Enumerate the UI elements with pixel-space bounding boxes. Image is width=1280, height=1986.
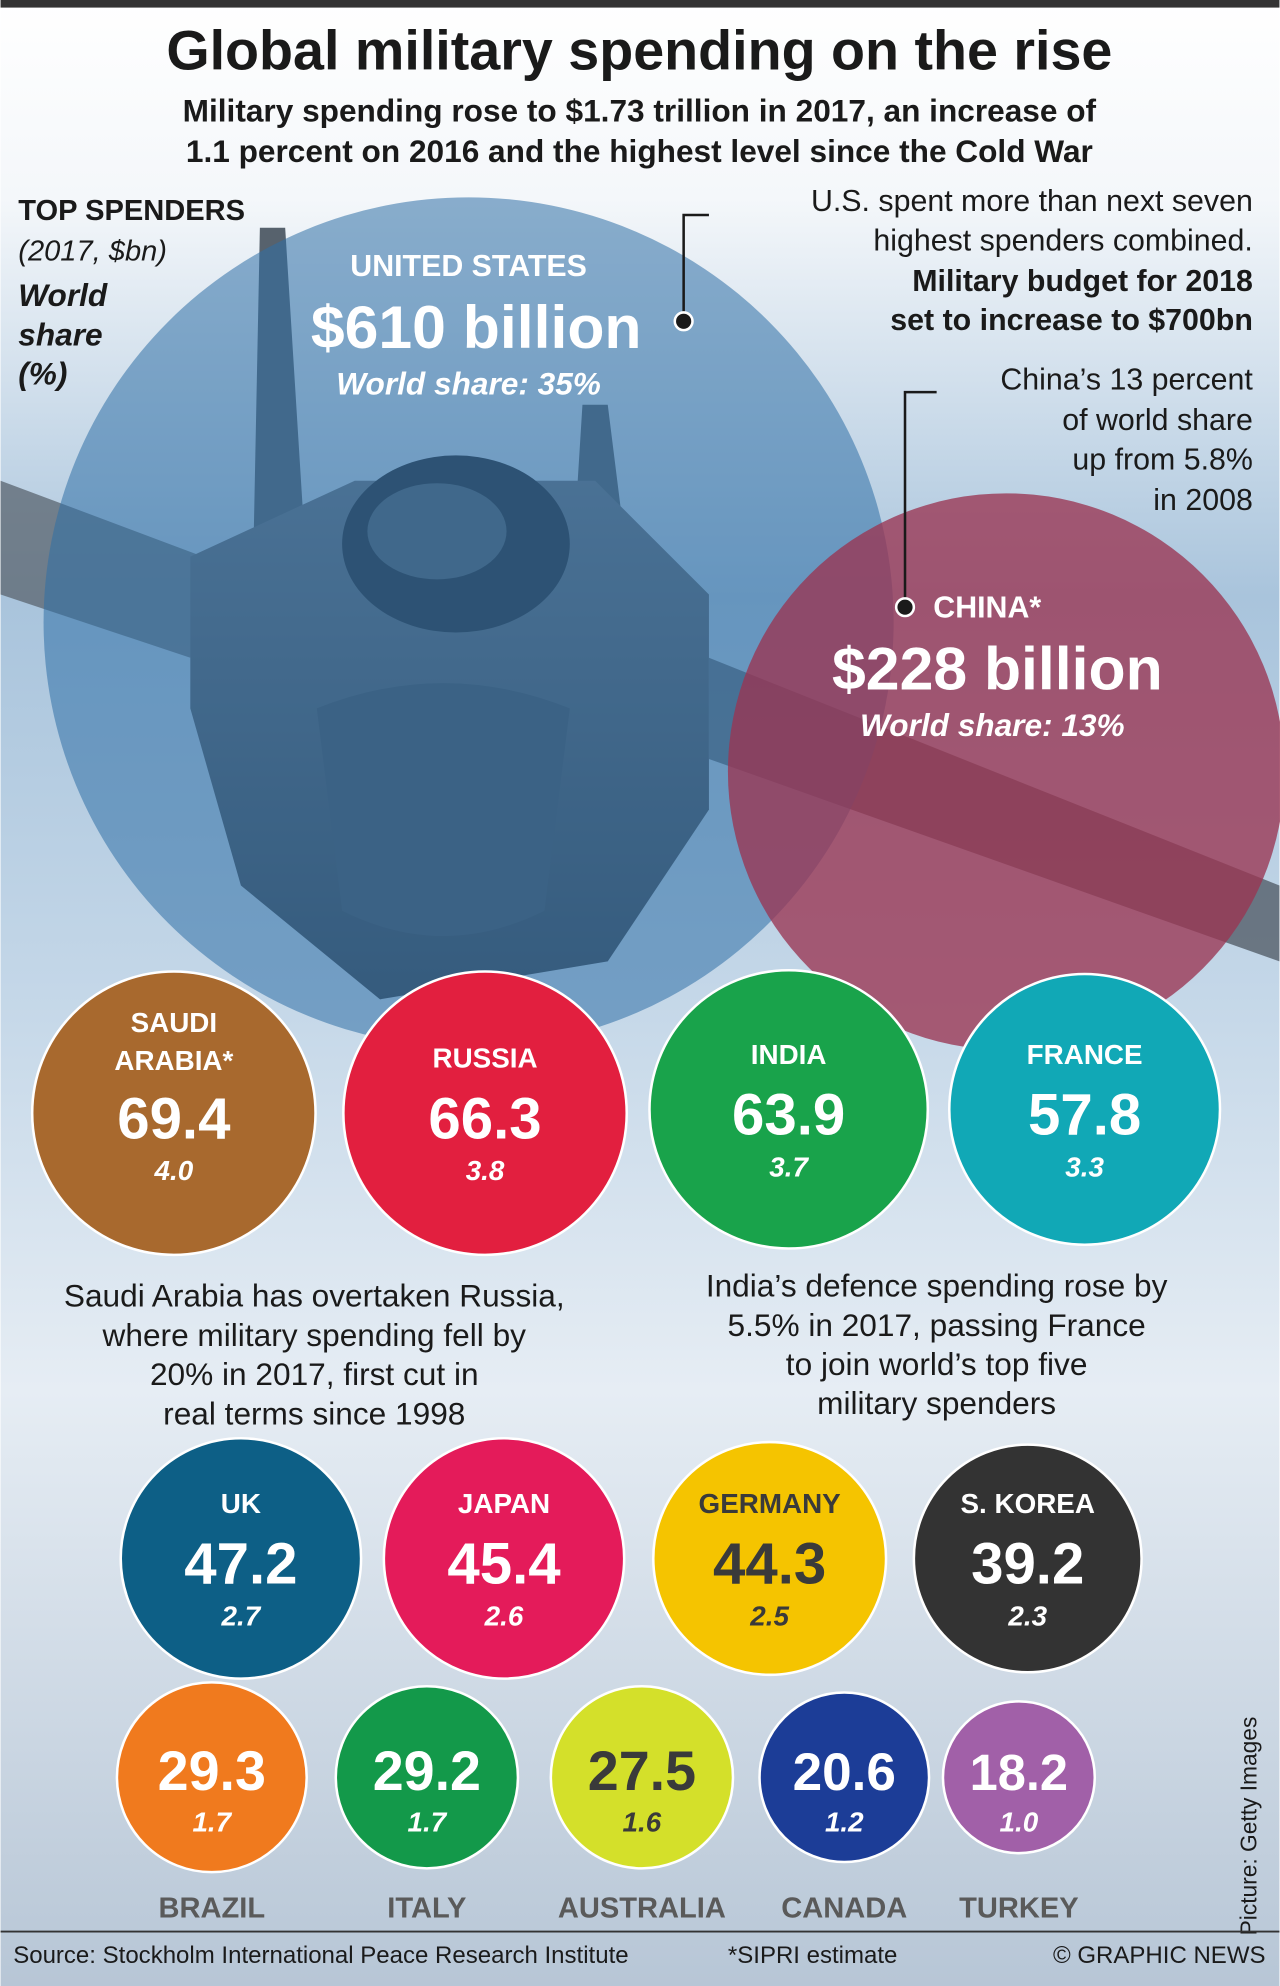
country-circle — [382, 1437, 626, 1680]
note: 5.5% in 2017, passing France — [728, 1307, 1146, 1343]
note: in 2008 — [1153, 484, 1253, 517]
country-share: 3.7 — [769, 1151, 809, 1182]
country-value: 47.2 — [184, 1532, 297, 1597]
country-share: 3.3 — [1065, 1151, 1104, 1182]
country-circle — [342, 970, 628, 1257]
legend-share: World — [18, 277, 108, 313]
country-circle — [119, 1437, 363, 1680]
country-share: 1.2 — [825, 1807, 864, 1838]
country-share: 1.6 — [623, 1807, 662, 1838]
country-value: 29.3 — [158, 1740, 266, 1802]
subtitle: Military spending rose to $1.73 trillion… — [183, 92, 1097, 128]
country-name: UNITED STATES — [350, 250, 587, 283]
note: up from 5.8% — [1072, 443, 1252, 476]
source: Source: Stockholm International Peace Re… — [13, 1942, 628, 1969]
country-value: 69.4 — [117, 1086, 231, 1151]
country-share: 1.7 — [192, 1807, 232, 1838]
country-share: 2.3 — [1007, 1600, 1047, 1631]
country-value: 27.5 — [588, 1740, 696, 1802]
title: Global military spending on the rise — [166, 20, 1112, 82]
country-share: 2.5 — [749, 1600, 789, 1631]
note: military spenders — [817, 1385, 1056, 1421]
country-name: TURKEY — [959, 1893, 1079, 1925]
legend-share: (%) — [18, 356, 67, 392]
country-circle — [30, 970, 317, 1257]
country-value: 44.3 — [713, 1532, 826, 1597]
country-circle — [912, 1443, 1143, 1674]
country-name: FRANCE — [1027, 1039, 1143, 1070]
country-name: INDIA — [751, 1039, 827, 1070]
country-share: 3.8 — [466, 1155, 505, 1186]
country-circle — [334, 1684, 520, 1870]
country-value: 66.3 — [428, 1086, 541, 1151]
country-value: 45.4 — [447, 1532, 561, 1597]
note: of world share — [1062, 404, 1253, 437]
note: highest spenders combined. — [873, 224, 1253, 257]
subtitle: 1.1 percent on 2016 and the highest leve… — [186, 133, 1093, 169]
note: real terms since 1998 — [163, 1395, 465, 1431]
note: to join world’s top five — [786, 1346, 1088, 1382]
country-share: 1.7 — [408, 1807, 448, 1838]
photo-credit: Picture: Getty Images — [1236, 1717, 1262, 1936]
country-name: SAUDI — [131, 1007, 218, 1038]
country-name: ITALY — [387, 1893, 466, 1925]
country-circle — [648, 968, 930, 1250]
country-circle — [941, 1700, 1097, 1855]
country-value: 39.2 — [971, 1532, 1084, 1597]
note: 20% in 2017, first cut in — [150, 1356, 479, 1392]
country-value: 57.8 — [1028, 1083, 1141, 1148]
country-share: 1.0 — [1000, 1807, 1039, 1838]
country-share: World share: 35% — [336, 366, 601, 402]
note: U.S. spent more than next seven — [811, 185, 1253, 218]
country-circle — [758, 1691, 931, 1864]
country-name: GERMANY — [699, 1488, 842, 1519]
country-value: 63.9 — [732, 1083, 845, 1148]
legend-share: share — [18, 316, 102, 352]
country-name: CHINA* — [933, 591, 1041, 624]
country-circle — [549, 1684, 735, 1870]
country-circle — [115, 1681, 308, 1874]
country-name: UK — [221, 1488, 261, 1519]
country-value: $228 billion — [832, 634, 1163, 702]
country-name: AUSTRALIA — [558, 1893, 726, 1925]
country-value: 20.6 — [793, 1743, 896, 1802]
leader-dot — [894, 597, 916, 618]
country-share: World share: 13% — [860, 707, 1125, 743]
note: Military budget for 2018 — [912, 265, 1253, 298]
legend-title: TOP SPENDERS — [18, 195, 245, 227]
country-share: 2.7 — [221, 1600, 262, 1631]
country-circle — [652, 1440, 888, 1677]
leader-lines — [682, 213, 937, 605]
top-bar — [0, 0, 1280, 8]
china-circle — [727, 493, 1280, 1050]
country-bubbles: SAUDI ARABIA* 69.4 4.0 RUSSIA 66.3 3.8 INDIA 63.… — [30, 968, 1222, 1925]
leader-dot — [673, 311, 694, 332]
country-value: $610 billion — [311, 293, 642, 361]
country-name: S. KOREA — [960, 1488, 1094, 1519]
us-circle — [43, 197, 894, 1048]
footnote: *SIPRI estimate — [728, 1942, 898, 1969]
country-share: 2.6 — [484, 1600, 524, 1631]
note: China’s 13 percent — [1000, 364, 1253, 397]
credit: © GRAPHIC NEWS — [1053, 1942, 1266, 1969]
country-name: JAPAN — [458, 1488, 550, 1519]
country-share: 4.0 — [154, 1155, 194, 1186]
country-name: RUSSIA — [432, 1043, 537, 1074]
country-name: CANADA — [781, 1893, 907, 1925]
country-name: BRAZIL — [159, 1893, 266, 1925]
country-value: 18.2 — [970, 1744, 1068, 1801]
legend-units: (2017, $bn) — [18, 236, 167, 268]
country-name: ARABIA* — [114, 1045, 233, 1076]
note: India’s defence spending rose by — [706, 1268, 1168, 1304]
country-value: 29.2 — [373, 1740, 481, 1802]
note: Saudi Arabia has overtaken Russia, — [64, 1278, 565, 1314]
country-circle — [948, 972, 1222, 1246]
note: set to increase to $700bn — [890, 304, 1253, 337]
note: where military spending fell by — [102, 1317, 527, 1353]
